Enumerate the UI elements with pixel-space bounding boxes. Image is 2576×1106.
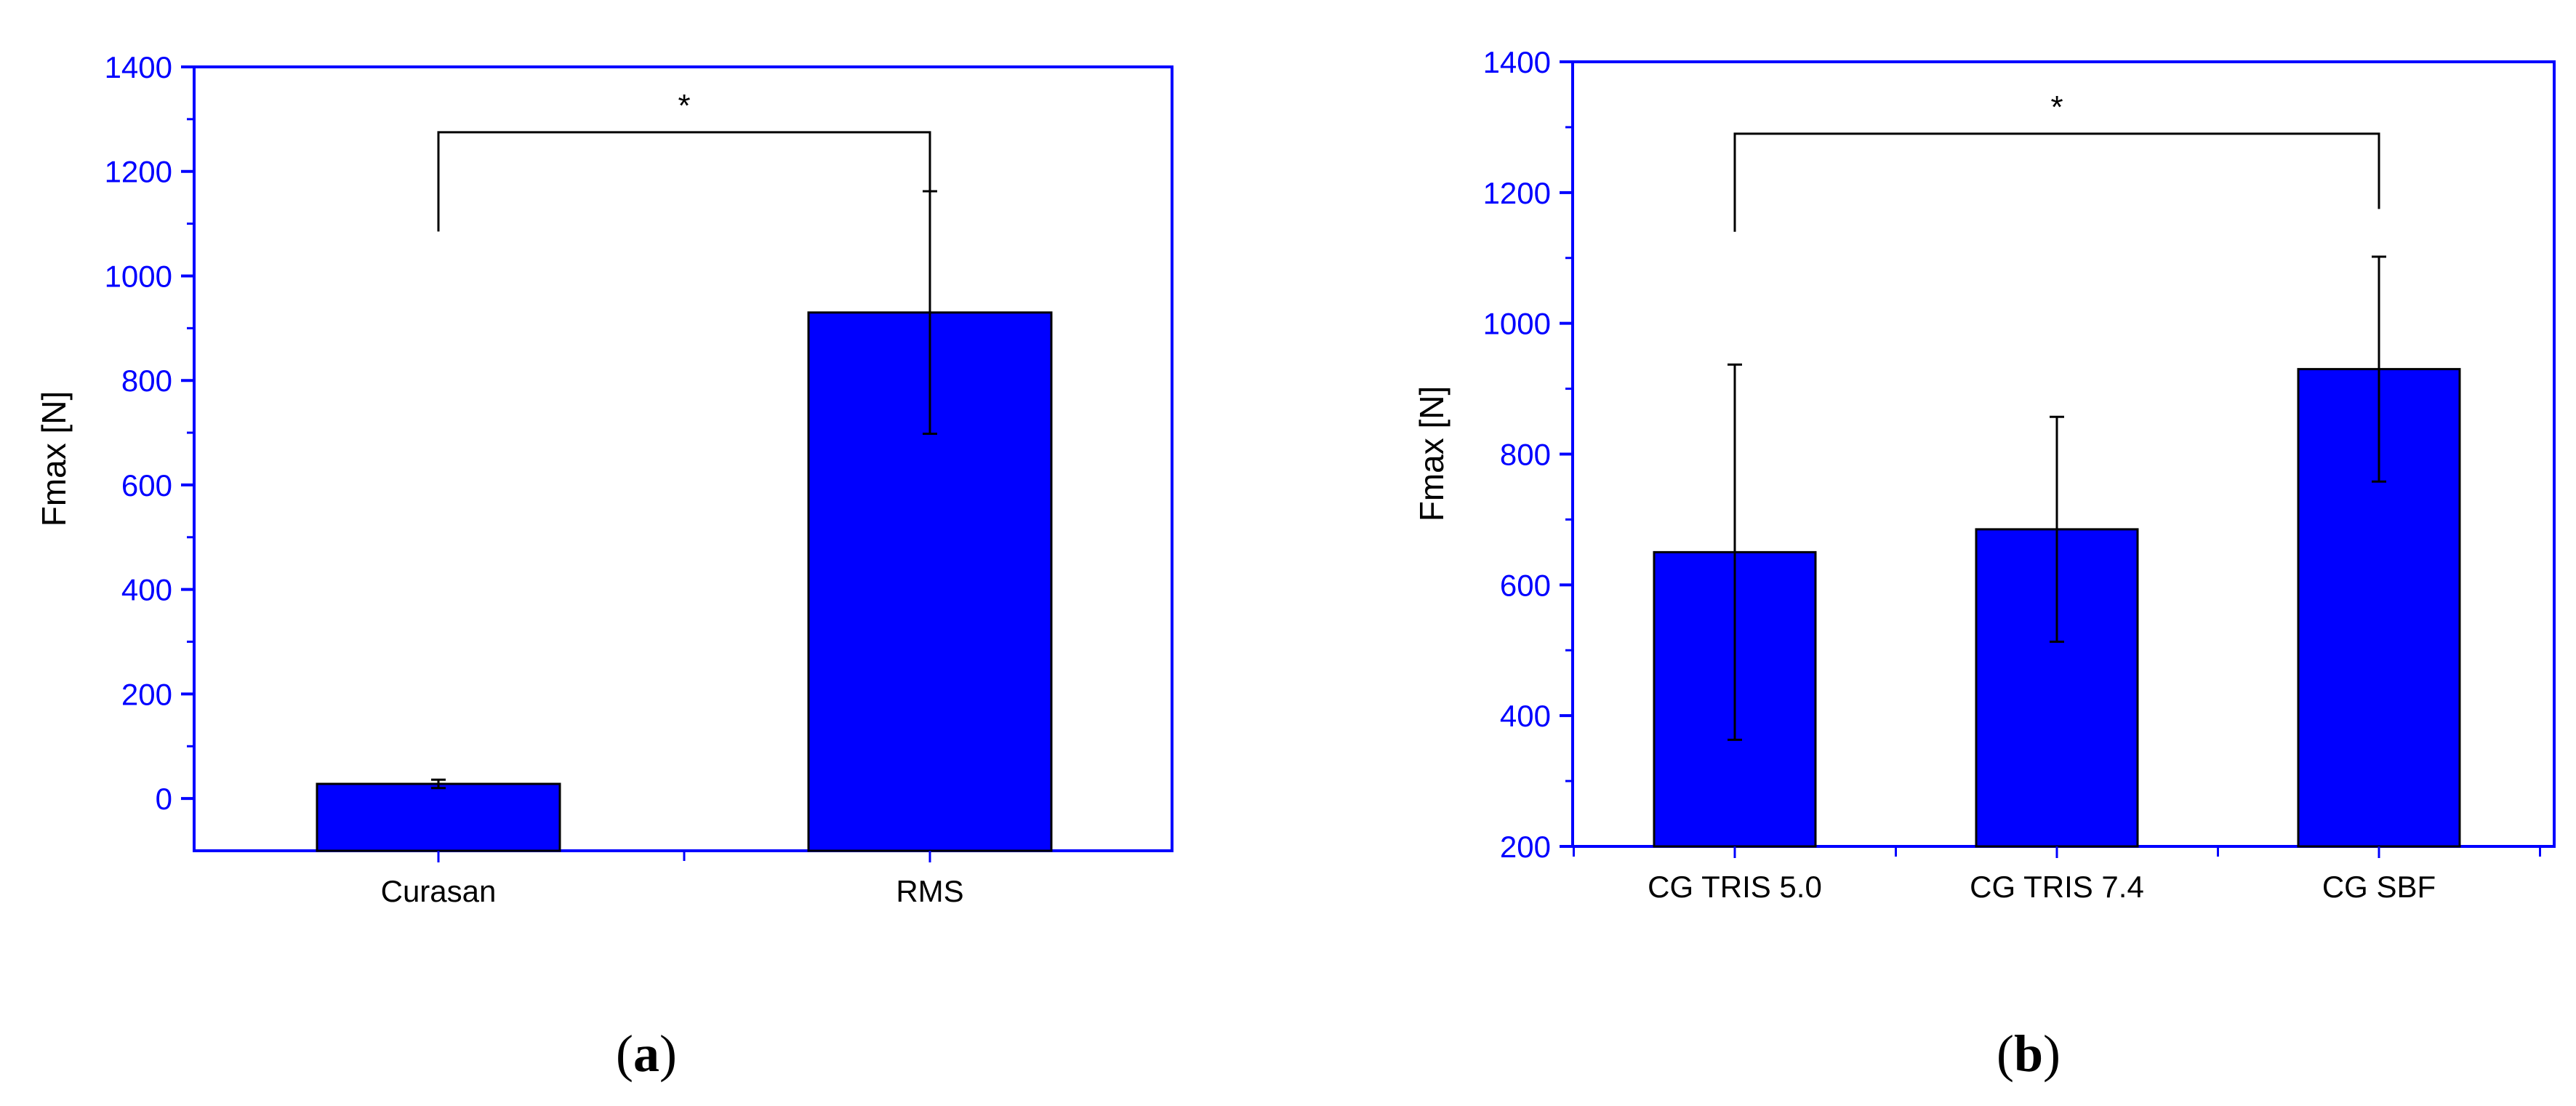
y-tick-label: 1400: [105, 50, 172, 84]
y-tick-label: 200: [121, 677, 172, 711]
y-tick-label: 600: [1500, 568, 1551, 602]
y-tick-label: 400: [121, 573, 172, 607]
y-tick-label: 200: [1500, 830, 1551, 864]
y-tick-label: 800: [121, 364, 172, 398]
y-tick-label: 0: [156, 782, 172, 816]
y-tick-label: 400: [1500, 699, 1551, 733]
y-tick-label: 800: [1500, 438, 1551, 472]
significance-bracket: [437, 131, 931, 255]
chart-panel-b: 200 400 600 800 1000 1200 1400 CG TRIS 5.0 CG TR…: [1413, 45, 2556, 1083]
significance-label: *: [2050, 89, 2063, 125]
x-tick-label: CG TRIS 5.0: [1648, 870, 1822, 904]
y-tick-label: 1000: [1483, 307, 1551, 341]
y-tick-label: 1400: [1483, 45, 1551, 79]
chart-marks: 0 200 400 600 800 1000 1200 1400 Curasan RMS *: [105, 50, 1053, 908]
x-tick-label: Curasan: [381, 874, 497, 908]
y-tick-label: 600: [121, 468, 172, 502]
y-tick-label: 1000: [105, 259, 172, 293]
y-axis-label: Fmax [N]: [1413, 386, 1450, 522]
y-tick-label: 1200: [105, 155, 172, 189]
chart-panel-a: 0 200 400 600 800 1000 1200 1400 Curasan RMS * Fma…: [35, 50, 1173, 1083]
y-tick-label: 1200: [1483, 176, 1551, 210]
chart-marks: 200 400 600 800 1000 1200 1400 CG TRIS 5.0 CG TR…: [1483, 45, 2541, 904]
x-tick-label: RMS: [896, 874, 963, 908]
significance-label: *: [678, 88, 690, 124]
significance-bracket: [1733, 132, 2380, 232]
bar: [316, 782, 561, 852]
panel-caption: (b): [1997, 1025, 2061, 1083]
x-tick-label: CG TRIS 7.4: [1970, 870, 2144, 904]
panel-caption: (a): [616, 1025, 677, 1083]
y-axis-label: Fmax [N]: [35, 391, 73, 527]
x-tick-label: CG SBF: [2322, 870, 2436, 904]
